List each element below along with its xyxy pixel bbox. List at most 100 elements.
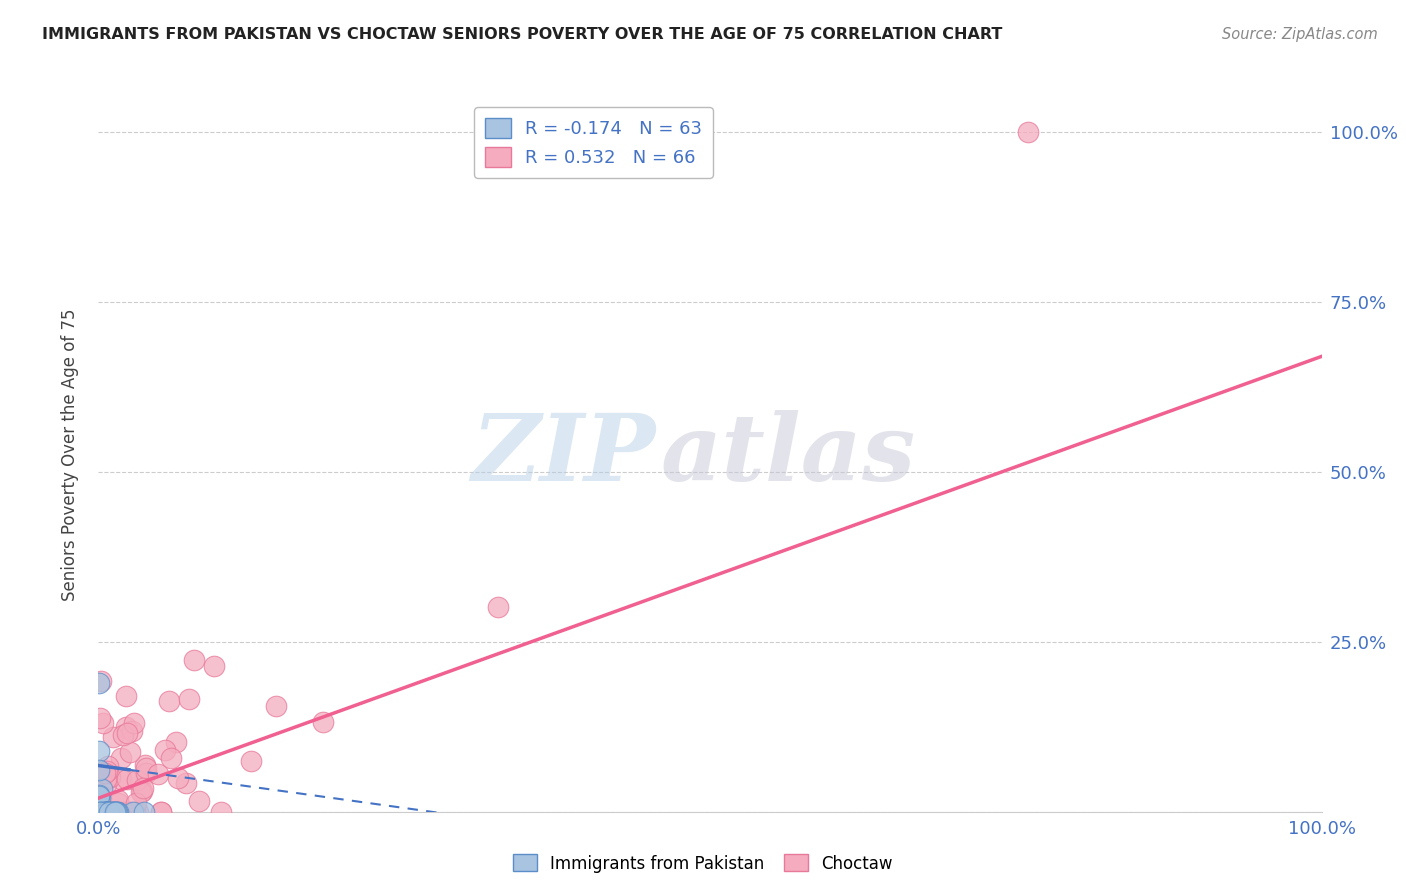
Point — [96, 805, 118, 819]
Point — [121, 723, 143, 738]
Point — [94, 776, 117, 790]
Point — [108, 805, 131, 819]
Point — [90, 805, 112, 819]
Point — [93, 805, 115, 819]
Point — [134, 758, 156, 772]
Point — [96, 805, 118, 819]
Point — [96, 805, 118, 819]
Point — [87, 743, 110, 757]
Point — [96, 805, 118, 819]
Legend: Immigrants from Pakistan, Choctaw: Immigrants from Pakistan, Choctaw — [506, 847, 900, 880]
Point — [101, 805, 124, 819]
Point — [94, 772, 117, 787]
Point — [100, 805, 122, 819]
Point — [89, 788, 111, 802]
Point — [94, 805, 117, 819]
Point — [202, 659, 225, 673]
Point — [105, 805, 128, 819]
Point — [93, 715, 115, 730]
Point — [90, 805, 112, 819]
Point — [107, 793, 129, 807]
Point — [183, 653, 205, 667]
Text: atlas: atlas — [661, 410, 917, 500]
Point — [111, 728, 134, 742]
Point — [104, 805, 127, 819]
Point — [91, 805, 114, 819]
Point — [124, 805, 146, 819]
Point — [98, 805, 121, 819]
Text: Source: ZipAtlas.com: Source: ZipAtlas.com — [1222, 27, 1378, 42]
Point — [94, 805, 117, 819]
Point — [127, 805, 149, 819]
Point — [105, 805, 128, 819]
Point — [90, 799, 112, 814]
Point — [91, 805, 114, 819]
Point — [177, 692, 200, 706]
Point — [125, 773, 148, 788]
Point — [103, 805, 125, 819]
Point — [312, 715, 335, 730]
Point — [89, 805, 111, 819]
Point — [110, 772, 132, 787]
Point — [97, 759, 120, 773]
Point — [87, 789, 110, 803]
Legend: R = -0.174   N = 63, R = 0.532   N = 66: R = -0.174 N = 63, R = 0.532 N = 66 — [474, 107, 713, 178]
Point — [118, 745, 141, 759]
Point — [89, 764, 111, 778]
Point — [160, 751, 183, 765]
Point — [110, 750, 132, 764]
Point — [97, 805, 120, 819]
Point — [107, 805, 129, 819]
Point — [89, 805, 111, 819]
Point — [174, 776, 197, 790]
Point — [94, 805, 117, 819]
Point — [101, 805, 124, 819]
Point — [104, 805, 127, 819]
Point — [89, 805, 111, 819]
Point — [132, 780, 155, 795]
Point — [100, 805, 122, 819]
Text: IMMIGRANTS FROM PAKISTAN VS CHOCTAW SENIORS POVERTY OVER THE AGE OF 75 CORRELATI: IMMIGRANTS FROM PAKISTAN VS CHOCTAW SENI… — [42, 27, 1002, 42]
Point — [90, 805, 112, 819]
Point — [91, 805, 114, 819]
Point — [98, 805, 121, 819]
Point — [107, 796, 129, 810]
Point — [96, 805, 118, 819]
Point — [101, 730, 124, 744]
Point — [104, 805, 127, 819]
Point — [115, 772, 138, 786]
Point — [122, 805, 145, 819]
Point — [118, 805, 141, 819]
Point — [89, 805, 111, 819]
Point — [149, 805, 172, 819]
Point — [89, 805, 111, 819]
Point — [93, 766, 115, 780]
Point — [115, 689, 138, 703]
Point — [146, 767, 169, 781]
Point — [89, 805, 111, 819]
Point — [486, 599, 509, 614]
Point — [165, 735, 187, 749]
Point — [155, 743, 177, 757]
Point — [96, 764, 118, 779]
Point — [98, 770, 121, 784]
Point — [125, 796, 148, 810]
Point — [157, 694, 180, 708]
Point — [105, 805, 128, 819]
Point — [89, 805, 111, 819]
Point — [96, 805, 118, 819]
Point — [101, 805, 124, 819]
Point — [115, 726, 138, 740]
Point — [93, 805, 115, 819]
Point — [89, 805, 111, 819]
Point — [131, 784, 153, 798]
Point — [89, 791, 111, 805]
Point — [188, 794, 211, 808]
Point — [90, 805, 112, 819]
Point — [96, 805, 118, 819]
Point — [96, 805, 118, 819]
Point — [115, 720, 138, 734]
Point — [87, 805, 110, 819]
Point — [96, 805, 118, 819]
Point — [90, 805, 112, 819]
